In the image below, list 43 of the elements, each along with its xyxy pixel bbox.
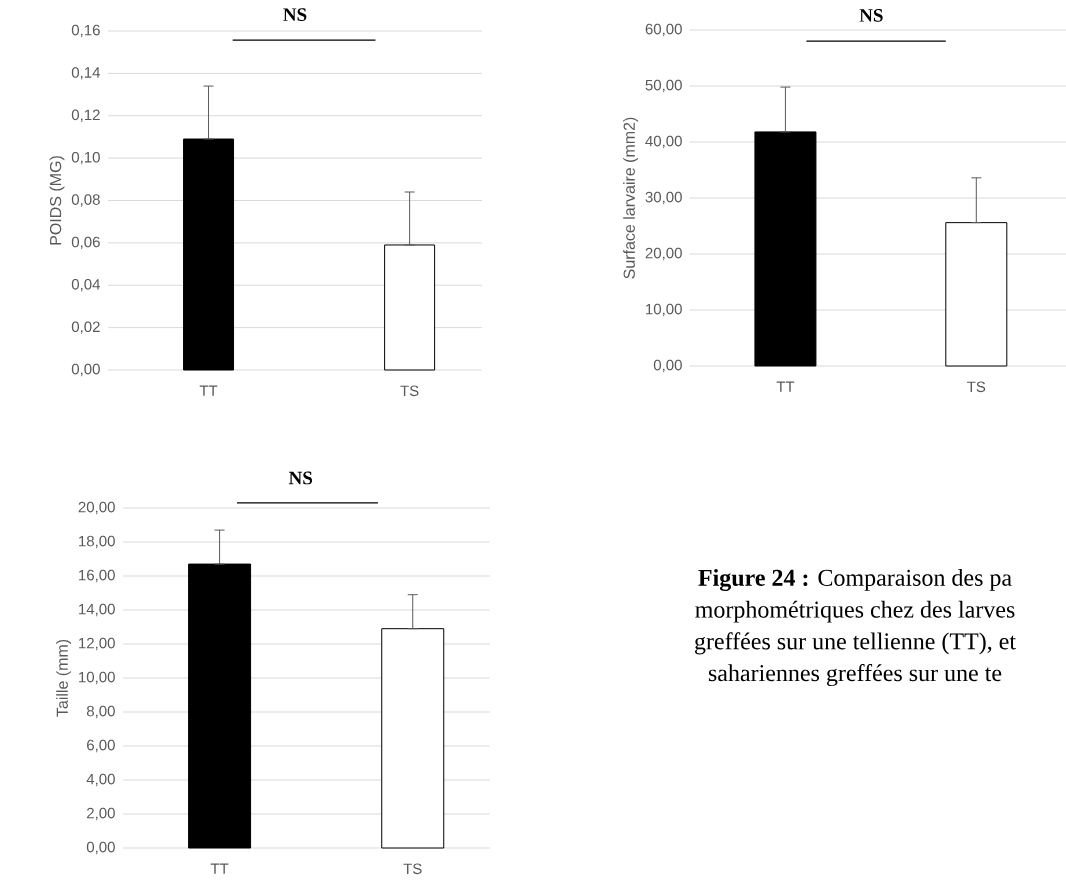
y-tick-label: 12,00 [79, 637, 115, 651]
text: morphométriques chez des larves [695, 600, 1015, 623]
y-tick-label: 60,00 [645, 23, 682, 37]
y-tick-label: 2,00 [87, 807, 115, 821]
text: NS [859, 9, 883, 22]
y-tick-label: 0,10 [71, 151, 100, 165]
y-tick-label: 0,06 [71, 236, 100, 250]
text: NS [288, 471, 313, 485]
x-tick-label: TS [403, 863, 422, 875]
y-tick-label: 0,00 [653, 359, 682, 373]
text: NS [283, 8, 307, 22]
y-tick-label: 0,02 [71, 321, 100, 334]
y-tick-label: 50,00 [645, 79, 682, 93]
x-tick-label: TS [400, 385, 419, 397]
y-axis-title: Taille (mm) [56, 639, 72, 717]
y-tick-label: 0,00 [71, 363, 100, 377]
y-tick-label: 0,04 [71, 279, 101, 292]
y-tick-label: 20,00 [78, 501, 115, 515]
y-tick-label: 10,00 [646, 303, 682, 317]
y-tick-label: 0,00 [86, 841, 115, 855]
x-tick-label: TT [776, 381, 795, 392]
y-tick-label: 0,14 [71, 67, 101, 80]
y-tick-label: 4,00 [86, 773, 115, 787]
x-tick-label: TS [967, 381, 986, 393]
y-tick-label: 0,08 [71, 194, 100, 207]
text: Figure 24 : Comparaison des pa [698, 569, 1012, 591]
y-tick-label: 20,00 [645, 247, 682, 261]
y-axis-title: POIDS (MG) [49, 156, 65, 245]
text: sahariennes greffées sur une te [708, 664, 1002, 687]
text: greffées sur une tellienne (TT), et [695, 632, 1016, 655]
y-tick-label: 8,00 [86, 705, 115, 719]
y-tick-label: 18,00 [79, 535, 115, 549]
x-tick-label: TT [210, 863, 229, 874]
y-tick-label: 16,00 [79, 569, 115, 583]
y-axis-title: Surface larvaire (mm2) [623, 117, 639, 279]
y-tick-label: 0,16 [71, 24, 100, 38]
y-tick-label: 6,00 [87, 739, 115, 753]
y-tick-label: 40,00 [645, 135, 682, 149]
y-tick-label: 0,12 [71, 109, 100, 122]
x-tick-label: TT [199, 385, 218, 396]
y-tick-label: 14,00 [79, 603, 115, 617]
y-tick-label: 30,00 [645, 191, 682, 205]
y-tick-label: 10,00 [79, 671, 115, 685]
